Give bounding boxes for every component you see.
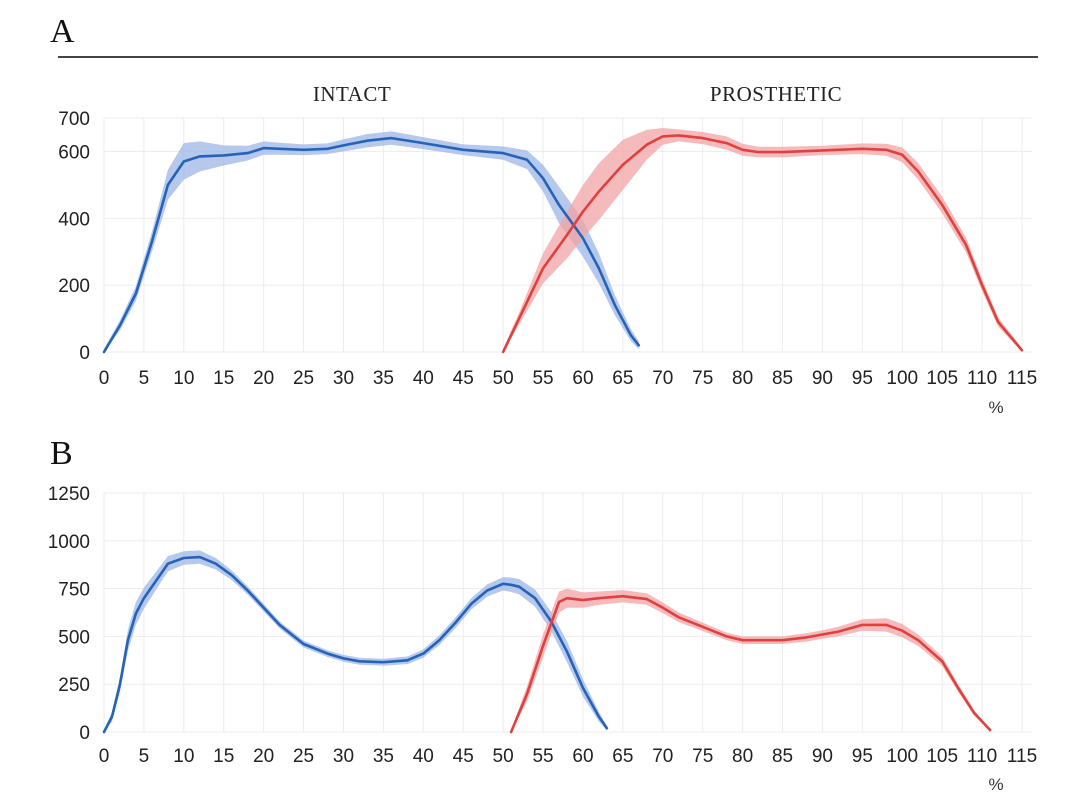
x-tick-label: 10 — [173, 746, 194, 767]
y-tick-label: 1000 — [48, 532, 90, 553]
series-1-mean-line — [102, 555, 609, 734]
x-tick-label: 60 — [572, 368, 593, 389]
panel-b-bands — [104, 550, 991, 732]
x-tick-label: 0 — [99, 368, 110, 389]
x-tick-label: 55 — [532, 746, 553, 767]
panel-a: A INTACT PROSTHETIC 0 200 400 600 700 0 5 10 15… — [50, 13, 1038, 417]
x-tick-label: 90 — [812, 746, 833, 767]
panel-a-lines — [102, 134, 1024, 354]
x-tick-label: 35 — [373, 746, 394, 767]
panel-a-y-ticks: 0 200 400 600 700 — [58, 109, 90, 364]
x-tick-label: 70 — [652, 746, 673, 767]
x-tick-label: 45 — [453, 368, 474, 389]
x-tick-label: 20 — [253, 368, 274, 389]
group-label-prosthetic: PROSTHETIC — [710, 82, 842, 106]
panel-a-label: A — [50, 13, 75, 50]
x-tick-label: 25 — [293, 746, 314, 767]
y-tick-label: 0 — [79, 343, 90, 364]
x-tick-label: 25 — [293, 368, 314, 389]
x-tick-label: 20 — [253, 746, 274, 767]
x-tick-label: 30 — [333, 368, 354, 389]
x-tick-label: 115 — [1007, 746, 1037, 767]
y-tick-label: 250 — [58, 675, 90, 696]
x-tick-label: 40 — [413, 368, 434, 389]
x-tick-label: 100 — [886, 368, 918, 389]
series-2-mean-line — [509, 594, 992, 734]
x-tick-label: 55 — [532, 368, 553, 389]
x-tick-label: 95 — [852, 746, 873, 767]
x-tick-label: 110 — [967, 368, 997, 389]
x-tick-label: 100 — [886, 746, 918, 767]
x-tick-label: 5 — [139, 746, 150, 767]
x-tick-label: 30 — [333, 746, 354, 767]
y-tick-label: 400 — [58, 209, 90, 230]
x-tick-label: 45 — [453, 746, 474, 767]
x-tick-label: 10 — [173, 368, 194, 389]
panel-b-x-ticks: 0 5 10 15 20 25 30 35 40 45 50 55 60 65 70 75 80 85 90 95 10… — [99, 746, 1037, 767]
series-1-confidence-band — [104, 550, 607, 732]
x-tick-label: 40 — [413, 746, 434, 767]
x-tick-label: 5 — [139, 368, 150, 389]
panel-a-grid — [103, 117, 1032, 353]
x-tick-label: 35 — [373, 368, 394, 389]
y-tick-label: 700 — [58, 109, 90, 130]
x-tick-label: 50 — [493, 368, 514, 389]
x-tick-label: 15 — [213, 368, 234, 389]
y-tick-label: 600 — [58, 142, 90, 163]
panel-b-y-ticks: 0 250 500 750 1000 1250 — [48, 484, 90, 744]
x-tick-label: 95 — [852, 368, 873, 389]
x-tick-label: 65 — [612, 368, 633, 389]
panel-a-x-unit: % — [988, 398, 1003, 417]
panel-a-x-ticks: 0 5 10 15 20 25 30 35 40 45 50 55 60 65 70 75 80 85 90 95 10… — [99, 368, 1037, 389]
x-tick-label: 90 — [812, 368, 833, 389]
x-tick-label: 80 — [732, 746, 753, 767]
panel-b-x-unit: % — [988, 775, 1003, 794]
series-1-mean-line — [102, 136, 641, 354]
x-tick-label: 60 — [572, 746, 593, 767]
x-tick-label: 80 — [732, 368, 753, 389]
x-tick-label: 50 — [493, 746, 514, 767]
y-tick-label: 750 — [58, 580, 90, 601]
y-tick-label: 500 — [58, 627, 90, 648]
series-2-confidence-band — [503, 128, 1023, 352]
panel-b-grid — [103, 492, 1032, 733]
x-tick-label: 75 — [692, 368, 713, 389]
panel-b: B 0 250 500 750 1000 1250 0 5 10 15 20 25 30 35 40 45 5… — [48, 435, 1037, 794]
y-tick-label: 1250 — [48, 484, 90, 505]
y-tick-label: 200 — [58, 276, 90, 297]
x-tick-label: 105 — [926, 746, 958, 767]
panel-b-lines — [102, 555, 992, 734]
y-tick-label: 0 — [79, 723, 90, 744]
x-tick-label: 115 — [1007, 368, 1037, 389]
x-tick-label: 65 — [612, 746, 633, 767]
panel-b-label: B — [50, 435, 73, 472]
group-label-intact: INTACT — [313, 82, 391, 106]
x-tick-label: 85 — [772, 746, 793, 767]
x-tick-label: 70 — [652, 368, 673, 389]
x-tick-label: 85 — [772, 368, 793, 389]
x-tick-label: 75 — [692, 746, 713, 767]
x-tick-label: 15 — [213, 746, 234, 767]
x-tick-label: 110 — [967, 746, 997, 767]
series-2-mean-line — [501, 134, 1024, 354]
x-tick-label: 0 — [99, 746, 110, 767]
x-tick-label: 105 — [926, 368, 958, 389]
